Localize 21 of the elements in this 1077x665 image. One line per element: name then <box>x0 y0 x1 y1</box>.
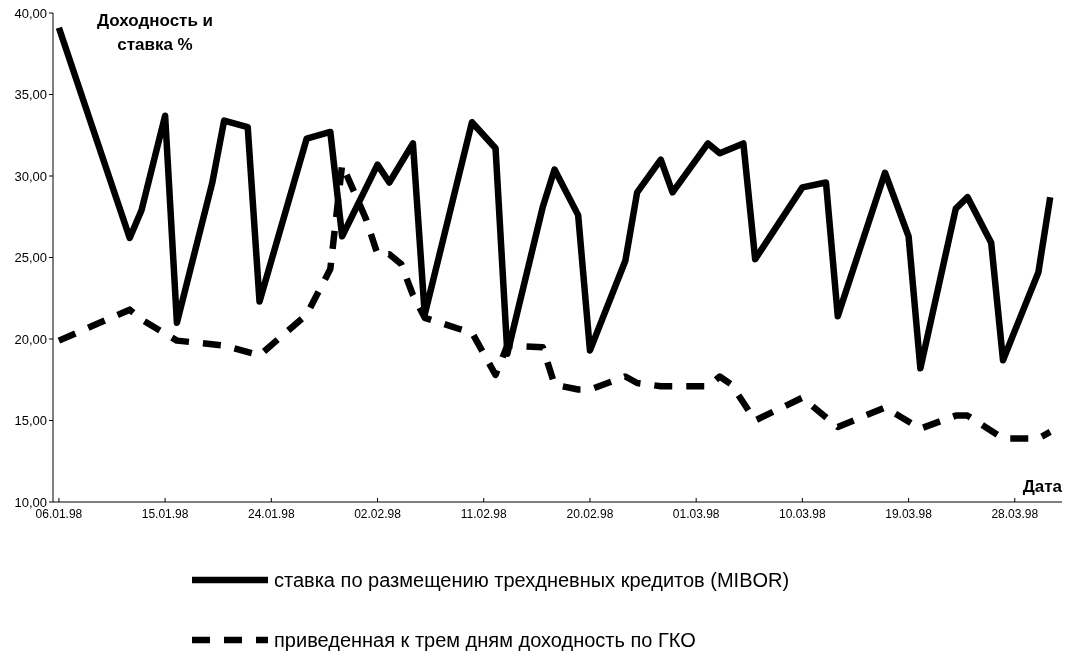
x-tick-label: 20.02.98 <box>566 507 614 521</box>
x-tick-label: 19.03.98 <box>885 507 933 521</box>
y-axis-title: Доходность и ставка % <box>96 11 214 54</box>
legend-label: приведенная к трем дням доходность по ГКО <box>274 629 696 651</box>
y-tick-label: 20,00 <box>14 331 47 347</box>
y-tick-label: 30,00 <box>14 168 47 184</box>
x-tick-label: 28.03.98 <box>991 507 1039 521</box>
x-tick-label: 02.02.98 <box>354 507 402 521</box>
x-tick-label: 24.01.98 <box>247 507 295 521</box>
x-tick-label: 06.01.98 <box>35 507 83 521</box>
x-tick-label: 11.02.98 <box>460 507 507 521</box>
y-tick-label: 40,00 <box>14 5 47 21</box>
y-tick-label: 10,00 <box>14 494 47 510</box>
x-tick-label: 10.03.98 <box>779 507 827 521</box>
x-tick-label: 01.03.98 <box>672 507 720 521</box>
legend-label: ставка по размещению трехдневных кредитов (MIBOR) <box>274 569 790 591</box>
x-tick-label: 15.01.98 <box>141 507 189 521</box>
y-tick-label: 25,00 <box>14 250 47 266</box>
y-tick-label: 15,00 <box>14 413 47 429</box>
y-tick-label: 35,00 <box>14 87 47 103</box>
x-axis-title: Дата <box>1022 477 1063 496</box>
